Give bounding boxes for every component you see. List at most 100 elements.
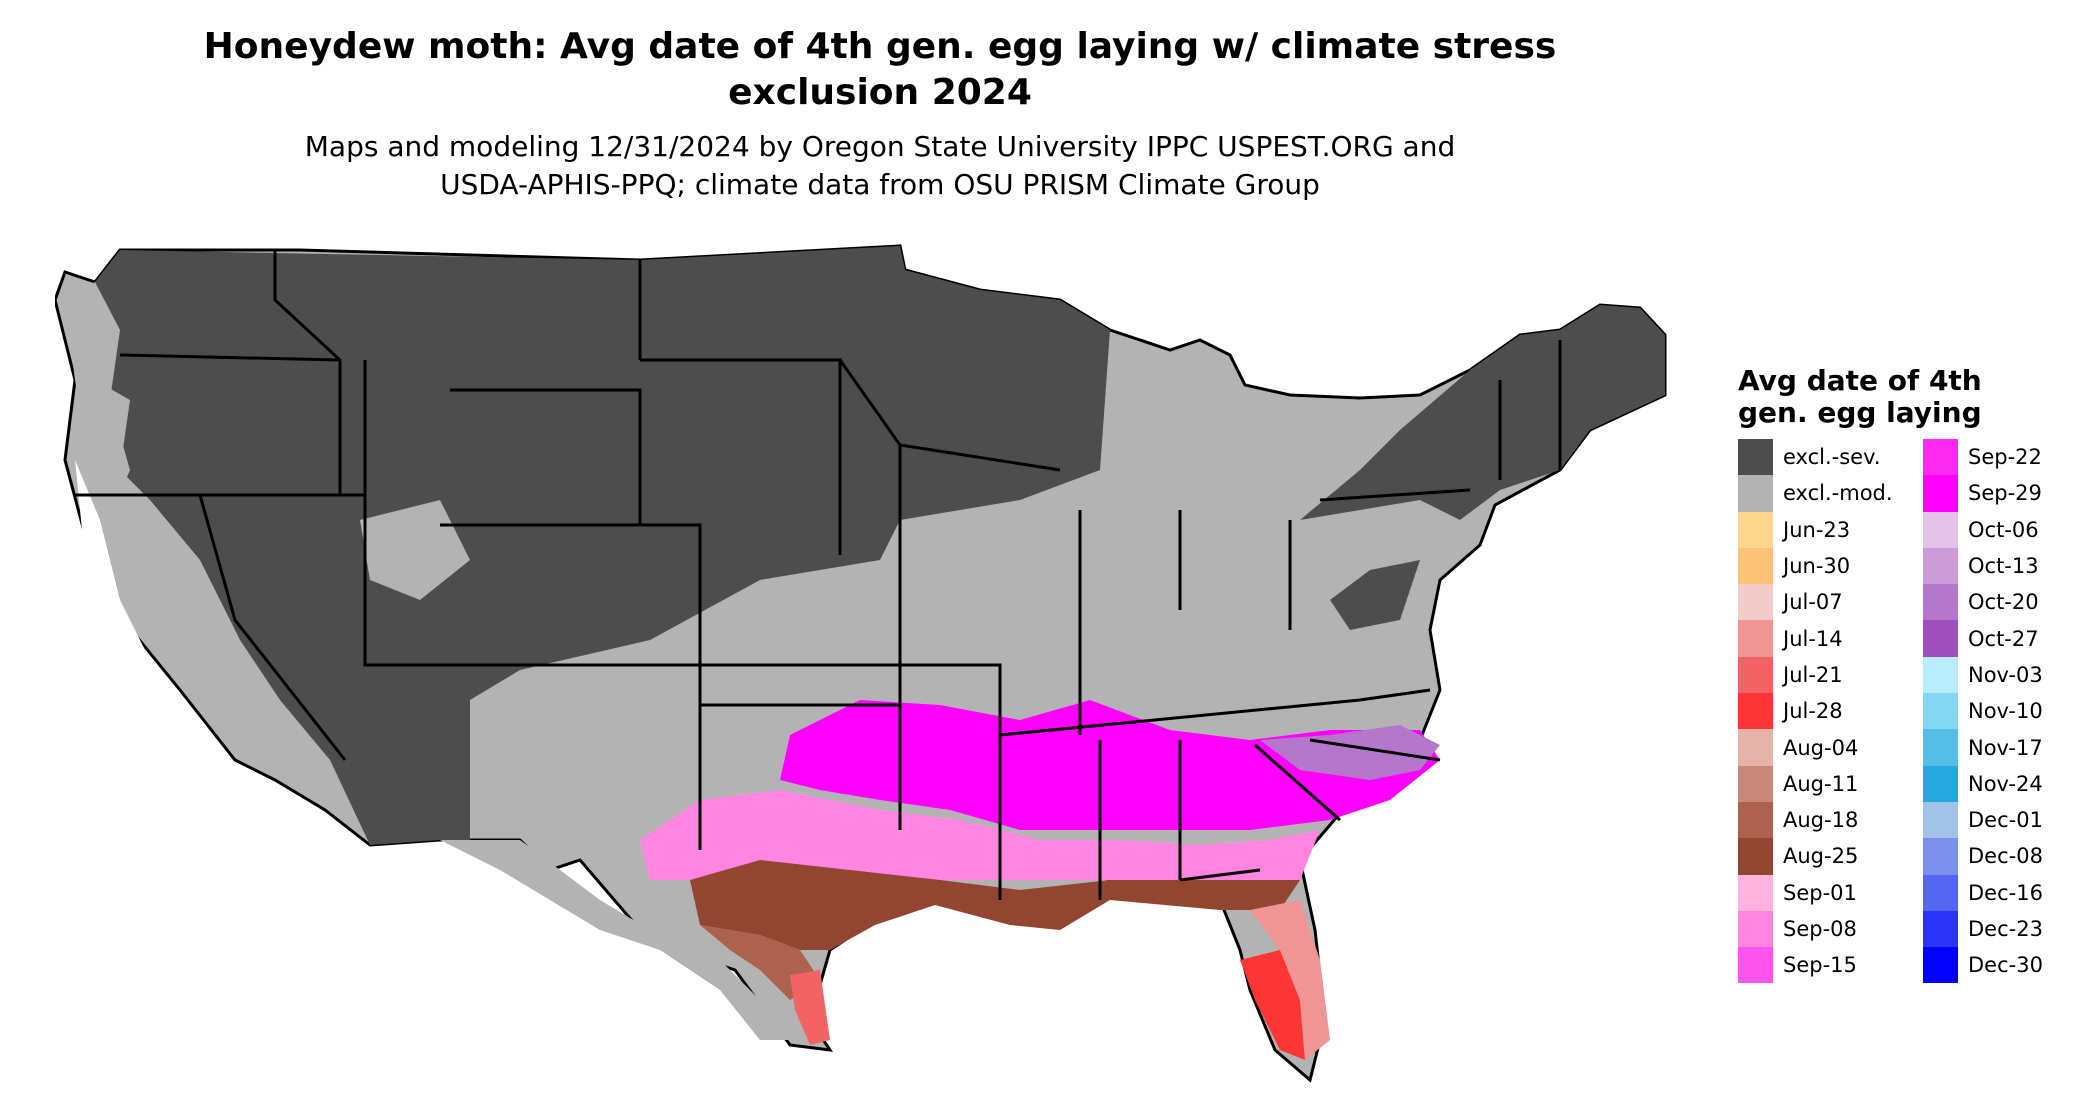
legend-label: Nov-17 (1968, 735, 2043, 760)
legend-swatch (1738, 584, 1773, 621)
severe-northeast (1300, 305, 1665, 520)
legend-item: Nov-03 (1923, 656, 2098, 694)
legend-swatch (1738, 511, 1773, 548)
map-title-line2: exclusion 2024 (728, 72, 1032, 113)
legend-swatch (1923, 729, 1958, 766)
band-oct-purple (1260, 725, 1440, 780)
legend-item: Jul-14 (1738, 620, 1913, 657)
legend-swatch (1738, 947, 1773, 984)
legend-label: excl.-mod. (1783, 481, 1893, 506)
legend-label: Sep-29 (1968, 481, 2042, 506)
legend-title-line1: Avg date of 4th (1738, 364, 1982, 397)
legend-item: Nov-17 (1923, 729, 2098, 766)
legend-item: Oct-27 (1923, 620, 2098, 657)
legend-item: Aug-11 (1738, 765, 1913, 802)
legend-item: Sep-01 (1738, 874, 1913, 911)
legend-item: Aug-18 (1738, 801, 1913, 839)
band-florida-pink (1250, 900, 1330, 1060)
legend-item: Dec-16 (1923, 874, 2098, 911)
legend-swatch (1738, 656, 1773, 694)
legend-label: Jun-30 (1783, 554, 1851, 579)
legend-swatch (1923, 947, 1958, 984)
legend-label: Oct-13 (1968, 554, 2039, 579)
legend-item: Nov-24 (1923, 765, 2098, 802)
band-sep29 (780, 700, 1440, 830)
legend-item: Dec-01 (1923, 801, 2098, 839)
legend-swatch (1923, 584, 1958, 621)
us-map (55, 244, 1667, 1083)
legend-item: Dec-08 (1923, 838, 2098, 875)
legend-title-line2: gen. egg laying (1738, 396, 1982, 429)
legend-label: Dec-30 (1968, 953, 2043, 978)
legend-label: Oct-06 (1968, 517, 2039, 542)
band-jul-red-tx (790, 970, 830, 1045)
legend-label: Sep-08 (1783, 917, 1857, 941)
legend-label: Jul-14 (1783, 626, 1843, 651)
legend-swatch (1738, 765, 1773, 802)
legend-item: Jul-28 (1738, 693, 1913, 730)
legend-label: Oct-20 (1968, 590, 2039, 615)
legend-item: excl.-sev. (1738, 439, 1913, 476)
legend-label: Oct-27 (1968, 626, 2039, 651)
legend-title: Avg date of 4th gen. egg laying (1738, 365, 2078, 429)
legend-label: Dec-01 (1968, 808, 2043, 833)
legend-label: Aug-04 (1783, 735, 1859, 760)
legend-swatch (1923, 656, 1958, 694)
legend-label: excl.-sev. (1783, 445, 1881, 470)
legend-swatch (1923, 693, 1958, 730)
legend-column-2: Sep-22 Sep-29 Oct-06 Oct-13 Oct-20 Oct-27 Nov-… (1923, 439, 2098, 984)
band-west-tx-gray (440, 840, 790, 1040)
legend-label: Dec-08 (1968, 844, 2043, 869)
legend-swatch (1923, 511, 1958, 548)
legend-swatch (1738, 475, 1773, 512)
map-subtitle-line2: USDA-APHIS-PPQ; climate data from OSU PR… (440, 168, 1320, 201)
legend-swatch (1738, 910, 1773, 948)
legend-item: Aug-25 (1738, 838, 1913, 875)
legend-swatch (1738, 801, 1773, 839)
legend-item: Jul-07 (1738, 584, 1913, 621)
legend-label: Jul-28 (1783, 699, 1843, 724)
legend-label: Aug-18 (1783, 808, 1859, 833)
legend-label: Aug-11 (1783, 771, 1859, 796)
legend-swatch (1738, 439, 1773, 476)
map-title-line1: Honeydew moth: Avg date of 4th gen. egg … (203, 26, 1557, 67)
legend-swatch (1923, 547, 1958, 585)
legend-item: Jun-30 (1738, 547, 1913, 585)
legend-label: Nov-10 (1968, 699, 2043, 724)
legend-label: Aug-25 (1783, 844, 1859, 869)
legend-swatch (1923, 801, 1958, 839)
legend-item: Sep-29 (1923, 475, 2098, 512)
band-sep15 (640, 790, 1320, 880)
severe-west-north (95, 246, 1110, 845)
legend-swatch (1923, 910, 1958, 948)
band-aug25 (690, 860, 1300, 950)
band-florida-red (1240, 950, 1305, 1060)
band-aug-brown (700, 925, 820, 1000)
legend-item: Sep-08 (1738, 910, 1913, 948)
legend-label: Sep-15 (1783, 953, 1857, 978)
map-subtitle-line1: Maps and modeling 12/31/2024 by Oregon S… (304, 130, 1456, 163)
state-borders (75, 250, 1562, 900)
map-subtitle: Maps and modeling 12/31/2024 by Oregon S… (0, 128, 1760, 204)
legend-label: Sep-01 (1783, 880, 1857, 905)
legend-swatch (1923, 439, 1958, 476)
legend: Avg date of 4th gen. egg laying excl.-se… (1738, 365, 2078, 984)
legend-swatch (1738, 838, 1773, 875)
white-coast-ca (75, 460, 180, 760)
legend-swatch (1738, 874, 1773, 911)
legend-swatch (1923, 620, 1958, 657)
legend-column-1: excl.-sev. excl.-mod. Jun-23 Jun-30 Jul-07 Ju… (1738, 439, 1913, 984)
legend-item: Jun-23 (1738, 511, 1913, 548)
legend-item: Jul-21 (1738, 656, 1913, 694)
legend-label: Nov-03 (1968, 662, 2043, 687)
severe-appalachia (1330, 560, 1420, 630)
legend-swatch (1738, 729, 1773, 766)
legend-item: Oct-20 (1923, 584, 2098, 621)
legend-swatch (1923, 838, 1958, 875)
map-title: Honeydew moth: Avg date of 4th gen. egg … (0, 24, 1760, 116)
legend-label: Nov-24 (1968, 771, 2043, 796)
moderate-coast-west (65, 282, 130, 540)
legend-swatch (1923, 475, 1958, 512)
legend-item: Oct-13 (1923, 547, 2098, 585)
legend-item: Nov-10 (1923, 693, 2098, 730)
